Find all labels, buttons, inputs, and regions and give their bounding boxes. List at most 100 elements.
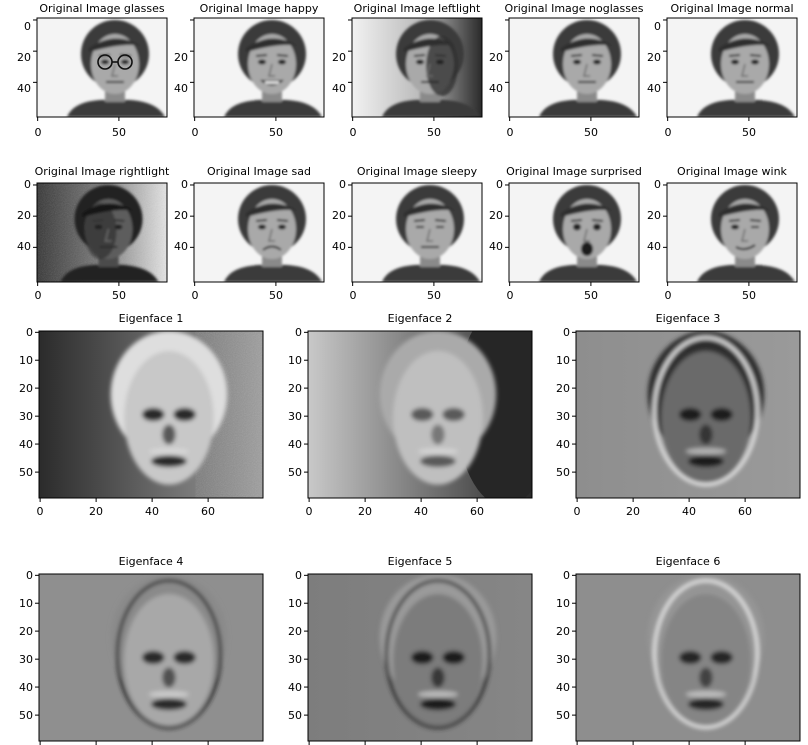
x-tick-label: 60 <box>201 505 215 518</box>
x-tick-label: 0 <box>665 126 672 139</box>
eigenface-3-panel: Eigenface 3 0 10 20 30 40 50 0 20 40 60 <box>556 312 801 518</box>
y-tick-label: 50 <box>19 466 33 479</box>
face-image <box>33 17 168 121</box>
y-tick-label: 40 <box>19 438 33 451</box>
y-tick-label: 0 <box>654 178 661 191</box>
x-tick-label: 20 <box>358 505 372 518</box>
y-tick-label: 50 <box>556 709 570 722</box>
x-tick-label: 0 <box>350 126 357 139</box>
y-tick-label: 20 <box>489 51 503 64</box>
panel-title: Eigenface 3 <box>656 312 721 325</box>
original-glasses-panel: Original Image glasses 0 20 40 0 50 <box>17 2 168 139</box>
x-tick-label: 50 <box>742 126 756 139</box>
panel-title: Eigenface 6 <box>656 555 721 568</box>
face-image <box>348 17 483 121</box>
y-tick-label: 20 <box>556 625 570 638</box>
x-tick-label: 60 <box>470 505 484 518</box>
y-tick-label: 0 <box>295 326 302 339</box>
panel-title: Original Image happy <box>200 2 319 15</box>
y-tick-label: 40 <box>332 82 346 95</box>
y-tick-label: 40 <box>174 82 188 95</box>
face-image <box>663 17 798 121</box>
x-tick-label: 50 <box>112 126 126 139</box>
x-tick-label: 40 <box>682 505 696 518</box>
panel-title: Original Image sad <box>207 165 311 178</box>
eigenface-2-panel: Eigenface 2 0 10 20 30 40 50 0 20 40 60 <box>288 312 533 518</box>
x-tick-label: 0 <box>35 289 42 302</box>
y-tick-label: 30 <box>556 410 570 423</box>
face-image <box>348 182 483 286</box>
y-tick-label: 20 <box>332 209 346 222</box>
y-tick-label: 40 <box>647 240 661 253</box>
face-image <box>190 182 325 286</box>
face-image <box>190 17 325 121</box>
x-tick-label: 0 <box>35 126 42 139</box>
x-tick-label: 0 <box>192 126 199 139</box>
original-rightlight-panel: Original Image rightlight 0 20 40 0 50 <box>17 165 170 302</box>
y-tick-label: 40 <box>19 681 33 694</box>
original-leftlight-panel: Original Image leftlight 20 40 0 50 <box>332 2 483 139</box>
y-tick-label: 0 <box>24 20 31 33</box>
y-tick-label: 0 <box>24 178 31 191</box>
y-tick-label: 20 <box>647 209 661 222</box>
y-tick-label: 40 <box>17 82 31 95</box>
original-noglasses-panel: Original Image noglasses 20 40 0 50 <box>489 2 644 139</box>
y-tick-label: 40 <box>288 438 302 451</box>
y-tick-label: 10 <box>288 597 302 610</box>
eigenface-image <box>572 573 801 745</box>
y-tick-label: 20 <box>288 625 302 638</box>
x-tick-label: 40 <box>145 505 159 518</box>
y-tick-label: 40 <box>17 240 31 253</box>
panel-title: Original Image noglasses <box>505 2 644 15</box>
y-tick-label: 0 <box>563 569 570 582</box>
x-tick-label: 0 <box>665 289 672 302</box>
y-tick-label: 40 <box>489 82 503 95</box>
x-tick-label: 20 <box>89 505 103 518</box>
y-tick-label: 40 <box>647 82 661 95</box>
face-image <box>33 182 168 286</box>
panel-title: Original Image normal <box>670 2 793 15</box>
y-tick-label: 50 <box>556 466 570 479</box>
y-tick-label: 0 <box>26 569 33 582</box>
x-tick-label: 50 <box>742 289 756 302</box>
panel-title: Eigenface 1 <box>119 312 184 325</box>
eigenface-4-panel: Eigenface 4 0 10 20 30 40 50 <box>19 555 264 745</box>
y-tick-label: 20 <box>17 209 31 222</box>
x-tick-label: 60 <box>738 505 752 518</box>
y-tick-label: 40 <box>288 681 302 694</box>
x-tick-label: 0 <box>350 289 357 302</box>
panel-title: Eigenface 2 <box>388 312 453 325</box>
panel-title: Eigenface 4 <box>119 555 184 568</box>
original-normal-panel: Original Image normal 0 20 40 0 50 <box>647 2 798 139</box>
y-tick-label: 10 <box>556 597 570 610</box>
original-sad-panel: Original Image sad 0 20 40 0 50 <box>174 165 325 302</box>
y-tick-label: 20 <box>17 51 31 64</box>
y-tick-label: 20 <box>489 209 503 222</box>
y-tick-label: 20 <box>19 625 33 638</box>
x-tick-label: 0 <box>507 126 514 139</box>
y-tick-label: 0 <box>26 326 33 339</box>
y-tick-label: 40 <box>489 240 503 253</box>
y-tick-label: 0 <box>563 326 570 339</box>
eigenface-image <box>35 573 264 745</box>
x-tick-label: 50 <box>427 289 441 302</box>
y-tick-label: 50 <box>19 709 33 722</box>
x-tick-label: 50 <box>269 289 283 302</box>
eigenface-image <box>304 573 533 745</box>
panel-title: Original Image wink <box>677 165 788 178</box>
y-tick-label: 0 <box>339 178 346 191</box>
x-tick-label: 20 <box>626 505 640 518</box>
y-tick-label: 30 <box>288 410 302 423</box>
y-tick-label: 30 <box>556 653 570 666</box>
panel-title: Eigenface 5 <box>388 555 453 568</box>
original-surprised-panel: Original Image surprised 0 20 40 0 50 <box>489 165 642 302</box>
eigenface-image <box>572 330 801 502</box>
y-tick-label: 20 <box>647 51 661 64</box>
x-tick-label: 50 <box>584 289 598 302</box>
eigenface-5-panel: Eigenface 5 0 10 20 30 40 50 <box>288 555 533 745</box>
y-tick-label: 0 <box>496 178 503 191</box>
x-tick-label: 50 <box>112 289 126 302</box>
panel-title: Original Image surprised <box>506 165 642 178</box>
eigenface-1-panel: Eigenface 1 0 10 20 30 40 50 0 20 40 60 <box>19 312 264 518</box>
